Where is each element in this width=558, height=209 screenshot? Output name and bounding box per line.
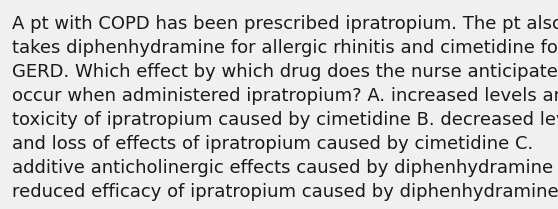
Text: GERD. Which effect by which drug does the nurse anticipate will: GERD. Which effect by which drug does th…: [12, 63, 558, 81]
Text: and loss of effects of ipratropium caused by cimetidine C.: and loss of effects of ipratropium cause…: [12, 135, 533, 153]
Text: toxicity of ipratropium caused by cimetidine B. decreased levels: toxicity of ipratropium caused by cimeti…: [12, 111, 558, 129]
Text: takes diphenhydramine for allergic rhinitis and cimetidine for: takes diphenhydramine for allergic rhini…: [12, 39, 558, 57]
Text: reduced efficacy of ipratropium caused by diphenhydramine: reduced efficacy of ipratropium caused b…: [12, 183, 558, 201]
Text: occur when administered ipratropium? A. increased levels and: occur when administered ipratropium? A. …: [12, 87, 558, 105]
Text: additive anticholinergic effects caused by diphenhydramine D.: additive anticholinergic effects caused …: [12, 159, 558, 177]
Text: A pt with COPD has been prescribed ipratropium. The pt also: A pt with COPD has been prescribed iprat…: [12, 15, 558, 33]
